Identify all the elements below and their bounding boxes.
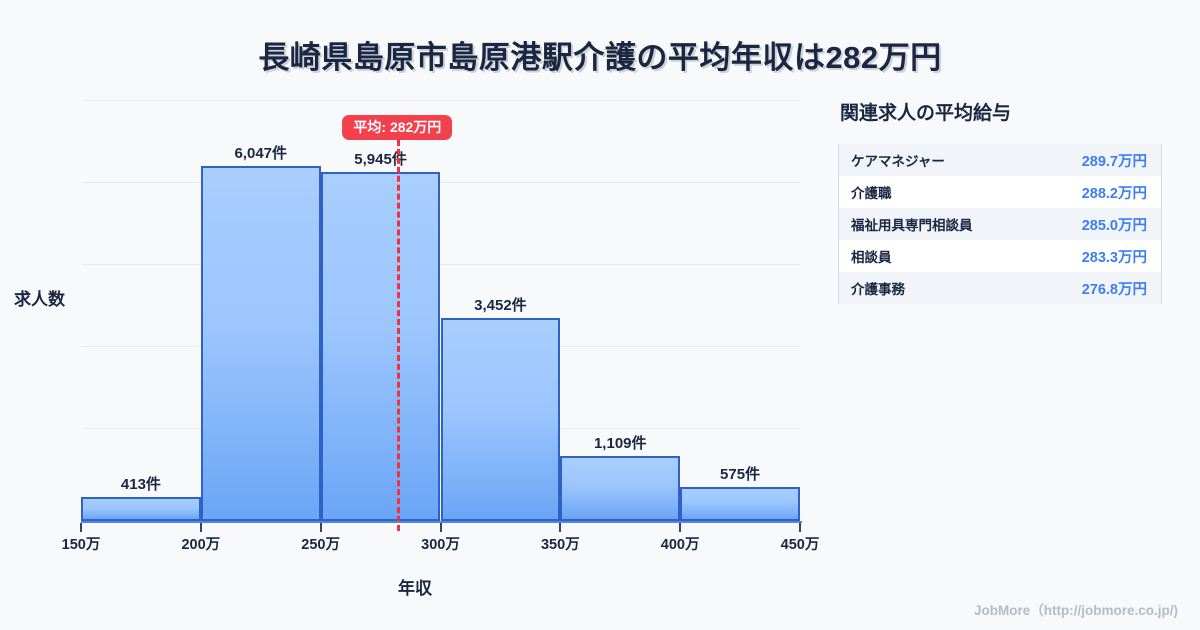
- average-salary-value: 283.3万円: [1081, 249, 1147, 266]
- table-row[interactable]: ケアマネジャー 289.7万円: [839, 144, 1161, 176]
- related-salary-panel: 関連求人の平均給与 ケアマネジャー 289.7万円介護職 288.2万円福祉用具専門…: [838, 98, 1162, 304]
- job-title-label: 福祉用具専門相談員: [851, 218, 973, 233]
- table-row[interactable]: 介護職 288.2万円: [839, 176, 1161, 208]
- average-salary-value: 289.7万円: [1081, 153, 1147, 170]
- x-axis-tick-label: 450万: [780, 537, 820, 553]
- gridline: [81, 264, 800, 265]
- x-axis-title: 年収: [398, 579, 432, 598]
- page-title: 長崎県島原市島原港駅介護の平均年収は282万円: [258, 40, 942, 75]
- x-axis-tick: [559, 523, 562, 532]
- table-row[interactable]: 福祉用具専門相談員 285.0万円: [839, 208, 1161, 240]
- plot-area: 413件 6,047件 5,945件 3,452件 1,109件 575件 平均: 282万…: [81, 100, 800, 531]
- gridline: [81, 100, 800, 101]
- x-axis-tick: [199, 523, 202, 532]
- histogram-bar: [680, 487, 800, 521]
- bar-value-label: 575件: [720, 466, 761, 484]
- histogram-bar: [200, 165, 321, 521]
- footer-watermark: JobMore（http://jobmore.co.jp/): [974, 603, 1178, 618]
- x-axis-tick: [439, 523, 442, 532]
- histogram-bar: [81, 496, 201, 521]
- x-axis-tick-label: 400万: [660, 537, 700, 553]
- histogram-bar: [440, 318, 561, 521]
- job-title-label: 介護職: [851, 186, 892, 201]
- job-title-label: ケアマネジャー: [851, 154, 945, 169]
- gridline: [81, 182, 800, 183]
- related-salary-title: 関連求人の平均給与: [840, 103, 1012, 124]
- bar-value-label: 413件: [120, 475, 161, 493]
- x-axis-tick-label: 300万: [421, 537, 460, 553]
- x-axis-tick-label: 150万: [61, 537, 101, 553]
- average-salary-value: 288.2万円: [1081, 185, 1147, 202]
- bar-value-label: 3,452件: [474, 297, 527, 315]
- x-axis-tick-label: 350万: [540, 537, 580, 553]
- x-axis-tick: [319, 523, 322, 532]
- histogram-bar: [560, 455, 681, 521]
- x-axis-tick-label: 200万: [181, 537, 221, 553]
- x-axis-tick-label: 250万: [301, 537, 341, 553]
- x-axis-tick: [799, 523, 801, 532]
- bar-value-label: 6,047件: [234, 144, 288, 162]
- x-axis-line: [81, 521, 802, 523]
- average-salary-value: 285.0万円: [1081, 217, 1147, 234]
- job-title-label: 相談員: [851, 250, 892, 265]
- bar-value-label: 5,945件: [354, 150, 407, 168]
- histogram-chart: 求人数 413件 6,047件 5,945件 3,452件 1,109件 575件 平均: …: [0, 90, 830, 600]
- related-salary-table: ケアマネジャー 289.7万円介護職 288.2万円福祉用具専門相談員 285.0万円…: [838, 144, 1162, 304]
- bar-value-label: 1,109件: [593, 434, 647, 452]
- average-badge: 平均: 282万円: [342, 115, 453, 140]
- table-row[interactable]: 相談員 283.3万円: [839, 240, 1161, 272]
- average-line: [397, 131, 401, 531]
- table-row[interactable]: 介護事務 276.8万円: [839, 272, 1161, 304]
- x-axis-tick: [679, 523, 682, 532]
- histogram-bar: [320, 171, 441, 521]
- job-title-label: 介護事務: [851, 282, 905, 297]
- average-salary-value: 276.8万円: [1081, 281, 1147, 298]
- y-axis-title: 求人数: [14, 290, 65, 309]
- x-axis-tick: [80, 523, 82, 532]
